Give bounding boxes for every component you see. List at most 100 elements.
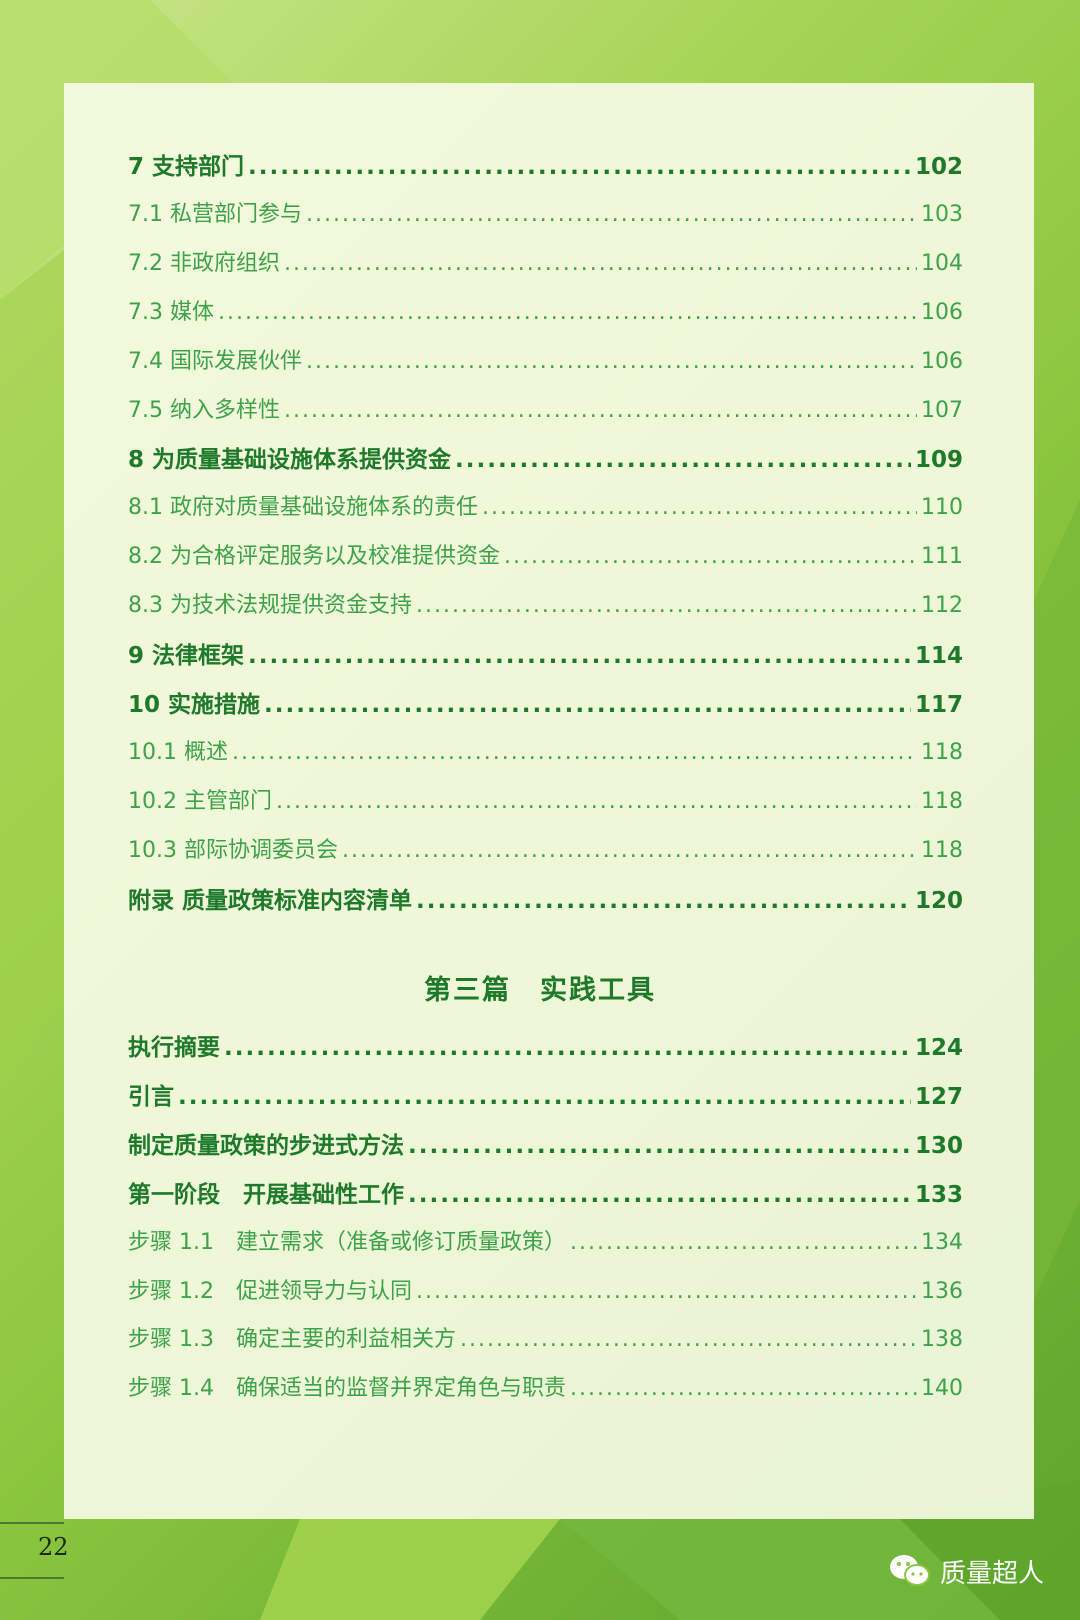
toc-entry[interactable]: 执行摘要 124: [128, 1028, 963, 1061]
toc-entry-page: 118: [921, 788, 963, 814]
toc-entry-title: 7 支持部门: [128, 154, 245, 180]
leader-dots: [416, 888, 911, 914]
toc-entry[interactable]: 引言 127: [128, 1077, 963, 1110]
toc-entry[interactable]: 7 支持部门 102: [128, 147, 963, 180]
toc-entry[interactable]: 7.3 媒体 106: [128, 294, 963, 325]
toc-entry-title: 7.3 媒体: [128, 299, 214, 325]
leader-dots: [306, 202, 917, 227]
toc-entry-page: 127: [914, 1083, 963, 1110]
divider: [0, 1522, 64, 1524]
leader-dots: [408, 1133, 911, 1159]
leader-dots: [504, 544, 917, 569]
toc-entry-title: 执行摘要: [128, 1035, 220, 1061]
leader-dots: [264, 692, 911, 718]
toc-entry-page: 107: [921, 397, 963, 423]
leader-dots: [460, 1327, 917, 1352]
leader-dots: [306, 349, 917, 374]
toc-entry[interactable]: 附录 质量政策标准内容清单 120: [128, 881, 963, 914]
toc-entry-page: 134: [921, 1229, 963, 1255]
toc-entry[interactable]: 9 法律框架 114: [128, 636, 963, 669]
leader-dots: [284, 398, 917, 423]
toc-entry-title: 7.2 非政府组织: [128, 250, 280, 276]
leader-dots: [570, 1230, 917, 1255]
toc-entry-title: 10.2 主管部门: [128, 788, 272, 814]
page-number: 22: [38, 1533, 69, 1561]
watermark-text: 质量超人: [939, 1558, 1044, 1589]
toc-entry[interactable]: 7.1 私营部门参与 103: [128, 196, 963, 227]
leader-dots: [248, 154, 911, 180]
leader-dots: [232, 740, 917, 765]
leader-dots: [416, 1279, 917, 1304]
leader-dots: [416, 593, 917, 618]
toc-entry-page: 110: [921, 495, 963, 521]
toc-entry[interactable]: 10 实施措施 117: [128, 685, 963, 718]
toc-entry[interactable]: 第一阶段 开展基础性工作 133: [128, 1175, 963, 1208]
toc-entry-page: 106: [921, 348, 963, 374]
toc-entry[interactable]: 10.2 主管部门 118: [128, 783, 963, 814]
toc-entry-title: 10.3 部际协调委员会: [128, 837, 338, 863]
toc-entry[interactable]: 10.3 部际协调委员会 118: [128, 832, 963, 863]
toc-entry[interactable]: 8.2 为合格评定服务以及校准提供资金 111: [128, 538, 963, 570]
leader-dots: [408, 1182, 911, 1208]
leader-dots: [178, 1084, 911, 1110]
toc-entry-title: 引言: [128, 1083, 174, 1110]
section-heading: 第三篇 实践工具: [424, 975, 656, 1006]
toc-entry-page: 114: [914, 643, 963, 669]
toc-entry-page: 109: [914, 447, 963, 474]
wechat-icon: [889, 1555, 930, 1586]
toc-entry-title: 10.1 概述: [128, 739, 228, 765]
toc-entry-page: 133: [914, 1181, 963, 1208]
leader-dots: [284, 251, 917, 276]
toc-entry[interactable]: 制定质量政策的步进式方法 130: [128, 1126, 963, 1159]
toc-entry-page: 117: [914, 691, 963, 718]
toc-entry[interactable]: 10.1 概述 118: [128, 734, 963, 765]
toc-entry-page: 130: [914, 1132, 963, 1159]
toc-entry-title: 7.4 国际发展伙伴: [128, 348, 302, 374]
toc-entry-page: 138: [921, 1327, 963, 1353]
toc-entry[interactable]: 8 为质量基础设施体系提供资金 109: [128, 440, 963, 474]
leader-dots: [482, 495, 917, 520]
toc-entry-page: 104: [921, 250, 963, 276]
toc-entry-page: 118: [921, 739, 963, 765]
toc-entry-page: 136: [921, 1278, 963, 1304]
toc-entry-page: 120: [914, 887, 963, 914]
leader-dots: [570, 1376, 917, 1401]
leader-dots: [276, 789, 917, 814]
toc-entry[interactable]: 步骤 1.1 建立需求（准备或修订质量政策） 134: [128, 1224, 963, 1255]
toc-entry-title: 8.2 为合格评定服务以及校准提供资金: [128, 544, 500, 570]
toc-entry[interactable]: 步骤 1.2 促进领导力与认同 136: [128, 1273, 963, 1304]
watermark: 质量超人: [888, 1552, 1044, 1590]
toc-entry-title: 附录 质量政策标准内容清单: [128, 887, 413, 914]
toc-entry[interactable]: 8.3 为技术法规提供资金支持 112: [128, 587, 963, 619]
divider: [0, 1577, 64, 1579]
toc-entry-title: 10 实施措施: [128, 691, 261, 718]
toc-entry[interactable]: 7.5 纳入多样性 107: [128, 392, 963, 423]
toc-entry[interactable]: 步骤 1.3 确定主要的利益相关方 138: [128, 1321, 963, 1353]
toc-entry-title: 制定质量政策的步进式方法: [128, 1132, 404, 1159]
toc-entry-title: 步骤 1.3 确定主要的利益相关方: [128, 1327, 456, 1353]
toc-entry[interactable]: 步骤 1.4 确保适当的监督并界定角色与职责 140: [128, 1370, 963, 1402]
toc-entry-title: 8.3 为技术法规提供资金支持: [128, 593, 412, 619]
leader-dots: [218, 300, 917, 325]
toc-entry-title: 7.1 私营部门参与: [128, 201, 302, 227]
toc-entry-page: 106: [921, 299, 963, 325]
toc-entry[interactable]: 7.2 非政府组织 104: [128, 245, 963, 276]
toc-entry-page: 102: [914, 154, 963, 180]
toc-entry-title: 步骤 1.1 建立需求（准备或修订质量政策）: [128, 1229, 566, 1255]
toc-entry-page: 112: [921, 593, 963, 619]
toc-entry-title: 步骤 1.2 促进领导力与认同: [128, 1278, 412, 1304]
toc-entry-title: 9 法律框架: [128, 643, 245, 669]
leader-dots: [248, 643, 911, 669]
toc-entry-title: 步骤 1.4 确保适当的监督并界定角色与职责: [128, 1376, 566, 1402]
leader-dots: [455, 447, 911, 473]
toc-entry[interactable]: 7.4 国际发展伙伴 106: [128, 343, 963, 374]
toc-entry-page: 124: [914, 1035, 963, 1061]
toc-entry-title: 8 为质量基础设施体系提供资金: [128, 447, 452, 474]
leader-dots: [224, 1035, 911, 1061]
toc-entry-title: 7.5 纳入多样性: [128, 397, 280, 423]
toc-entry-title: 第一阶段 开展基础性工作: [128, 1181, 404, 1208]
toc-entry[interactable]: 8.1 政府对质量基础设施体系的责任 110: [128, 489, 963, 521]
toc-entry-page: 111: [921, 544, 963, 570]
toc-entry-page: 103: [921, 201, 963, 227]
